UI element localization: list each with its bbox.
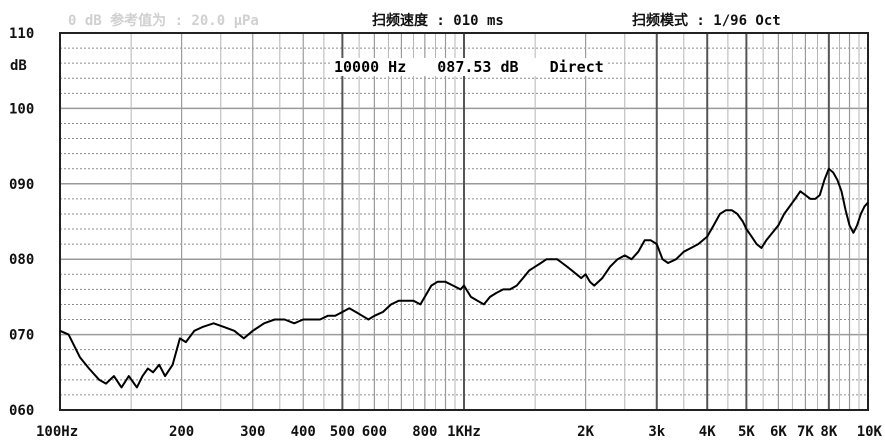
x-tick-label: 6K bbox=[770, 424, 787, 440]
x-tick-label: 800 bbox=[412, 424, 437, 440]
y-axis: 110 100 090 080 070 060 bbox=[9, 26, 34, 419]
x-tick-label: 200 bbox=[169, 424, 194, 440]
x-tick-label: 1KHz bbox=[447, 424, 481, 440]
plot-frame bbox=[59, 32, 869, 411]
x-tick-label: 7K bbox=[797, 424, 814, 440]
x-tick-label: 500 bbox=[330, 424, 355, 440]
readout-frequency: 10000 Hz bbox=[334, 58, 407, 76]
y-tick-label: 110 bbox=[9, 26, 34, 42]
x-tick-label: 10K bbox=[857, 424, 883, 440]
y-tick-label: 060 bbox=[9, 403, 34, 419]
cursor-readout: 10000 Hz 087.53 dB Direct bbox=[330, 58, 608, 76]
x-tick-label: 300 bbox=[240, 424, 265, 440]
sweep-speed: 扫频速度 : 010 ms bbox=[372, 13, 504, 29]
y-tick-label: 080 bbox=[9, 252, 34, 268]
readout-level: 087.53 dB bbox=[437, 58, 519, 76]
sweep-mode: 扫频模式 : 1/96 Oct bbox=[632, 13, 781, 29]
x-tick-label: 5K bbox=[738, 424, 755, 440]
reference-level: 0 dB 参考值为 : 20.0 μPa bbox=[68, 13, 259, 29]
x-tick-label: 400 bbox=[291, 424, 316, 440]
readout-mode: Direct bbox=[549, 58, 604, 76]
x-tick-label: 100Hz bbox=[36, 424, 78, 440]
y-tick-label: 070 bbox=[9, 328, 34, 344]
grid bbox=[60, 33, 868, 410]
y-tick-label: 100 bbox=[9, 101, 34, 117]
y-tick-label: 090 bbox=[9, 177, 34, 193]
x-tick-label: 8K bbox=[820, 424, 837, 440]
y-axis-label: dB bbox=[10, 58, 27, 74]
x-axis: 100Hz 200 300 400 500 600 800 1KHz 2K 3k 4K 5K 6K 7K 8… bbox=[36, 424, 883, 440]
x-tick-label: 4K bbox=[699, 424, 716, 440]
x-tick-label: 2K bbox=[577, 424, 594, 440]
x-tick-label: 3k bbox=[648, 424, 665, 440]
x-tick-label: 600 bbox=[362, 424, 387, 440]
response-trace bbox=[59, 167, 869, 389]
